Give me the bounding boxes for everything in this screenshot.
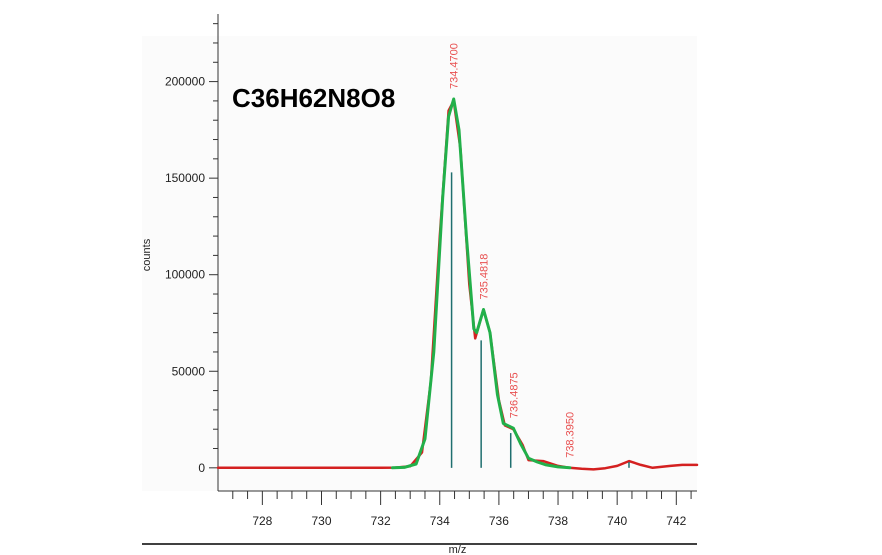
peak-label: 738.3950 bbox=[565, 412, 577, 458]
x-tick-label: 742 bbox=[666, 514, 686, 528]
fit-curve-line bbox=[391, 97, 572, 470]
peak-label: 736.4875 bbox=[508, 372, 520, 418]
y-tick-label: 0 bbox=[198, 461, 205, 475]
x-tick-label: 728 bbox=[252, 514, 272, 528]
x-tick-label: 738 bbox=[548, 514, 568, 528]
formula-title: C36H62N8O8 bbox=[232, 83, 395, 113]
chart-root: 0 50000 100000 150000 200000 728 730 732 734 736 7… bbox=[141, 14, 699, 555]
plot-background bbox=[142, 36, 697, 491]
y-axis-title: counts bbox=[141, 238, 153, 271]
y-tick-label: 150000 bbox=[165, 171, 205, 185]
y-tick-label: 200000 bbox=[165, 75, 205, 89]
x-tick-label: 736 bbox=[489, 514, 509, 528]
x-tick-label: 740 bbox=[607, 514, 627, 528]
y-tick-label: 100000 bbox=[165, 268, 205, 282]
y-tick-label: 50000 bbox=[172, 364, 206, 378]
x-tick-label: 730 bbox=[311, 514, 331, 528]
x-axis-title: m/z bbox=[449, 544, 467, 555]
peak-label: 734.4700 bbox=[449, 43, 461, 89]
x-tick-label: 734 bbox=[430, 514, 450, 528]
peak-label: 735.4818 bbox=[479, 254, 491, 300]
x-tick-label: 732 bbox=[371, 514, 391, 528]
